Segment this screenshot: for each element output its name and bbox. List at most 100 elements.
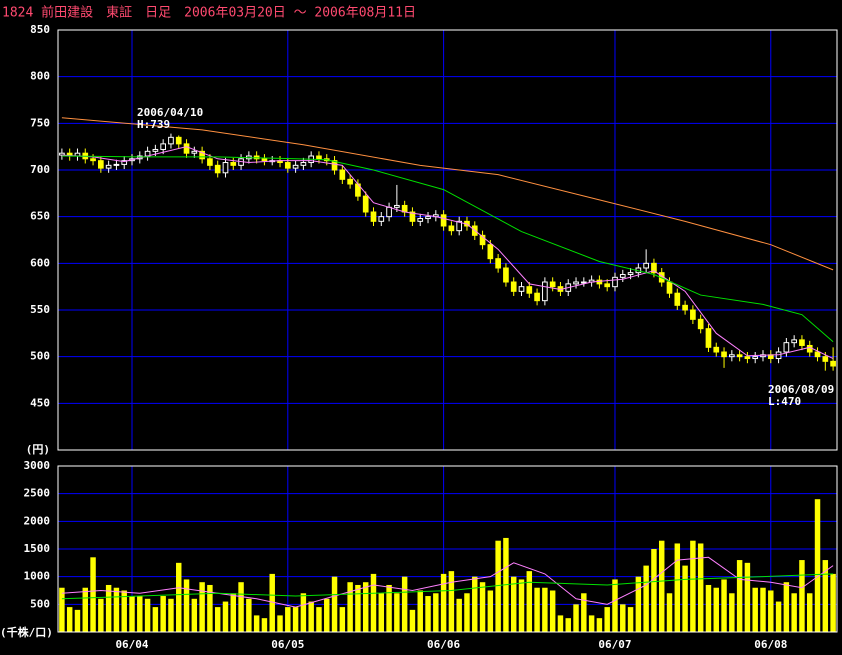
candle-body	[487, 244, 494, 260]
volume-bar	[456, 598, 462, 632]
candle-body	[651, 262, 657, 274]
volume-bar	[510, 576, 517, 632]
candle-body	[417, 218, 424, 222]
price-frame	[57, 29, 838, 451]
candle-body	[300, 162, 307, 166]
volume-bar	[82, 587, 88, 632]
volume-bar	[433, 593, 439, 632]
volume-bar	[308, 601, 314, 632]
candle-body	[284, 162, 291, 169]
volume-bar	[744, 562, 751, 632]
volume-bar	[394, 593, 400, 632]
volume-bar	[261, 618, 268, 632]
moving-average-line	[61, 556, 834, 608]
volume-bar	[253, 615, 260, 632]
candle-body	[59, 152, 65, 156]
candle-body	[627, 272, 634, 276]
marks-layer	[59, 117, 836, 632]
volume-bar	[705, 584, 712, 632]
volume-bar	[635, 576, 642, 632]
volume-bar	[183, 579, 190, 632]
volume-bar	[822, 560, 829, 632]
volume-bar	[721, 579, 727, 632]
y-tick-label: 450	[30, 396, 50, 409]
candle-body	[518, 286, 525, 292]
candle-body	[409, 211, 416, 222]
volume-bar	[713, 587, 719, 632]
volume-bar	[565, 618, 571, 632]
candle-body	[713, 346, 720, 353]
candle-body	[830, 360, 836, 367]
volume-bar	[581, 593, 587, 632]
volume-bar	[292, 607, 299, 632]
candle-body	[175, 136, 182, 145]
volume-bar	[588, 615, 595, 632]
candle-body	[721, 351, 727, 358]
volume-bar	[448, 571, 455, 632]
y-tick-label: 500	[30, 597, 50, 610]
volume-bar	[658, 540, 665, 632]
y-tick-label: 2000	[24, 514, 51, 527]
volume-bar	[557, 615, 564, 632]
candle-body	[168, 136, 174, 145]
volume-bar	[59, 587, 65, 632]
volume-bar	[370, 573, 377, 632]
volume-bar	[464, 593, 470, 632]
y-tick-label: 550	[30, 303, 50, 316]
annotation: 2006/04/10	[137, 106, 203, 119]
volume-bar	[697, 543, 704, 632]
candle-body	[292, 164, 299, 169]
volume-bar	[269, 573, 275, 632]
volume-bar	[113, 587, 120, 632]
volume-bar	[768, 590, 774, 632]
candle-body	[503, 267, 509, 283]
volume-bar	[199, 582, 205, 632]
volume-bar	[487, 590, 494, 632]
candle-body	[534, 292, 540, 302]
volume-bar	[98, 598, 104, 632]
volume-bar	[417, 590, 423, 632]
volume-bar	[682, 565, 688, 632]
candle-body	[580, 281, 587, 284]
candle-body	[183, 143, 190, 154]
volume-bar	[378, 593, 385, 632]
candle-body	[495, 258, 501, 269]
candle-body	[510, 281, 517, 292]
volume-bar	[440, 573, 447, 632]
volume-bar	[596, 618, 603, 632]
chart-title: 1824 前田建設 東証 日足 2006年03月20日 〜 2006年08月11…	[2, 5, 416, 21]
y-tick-label: 600	[30, 256, 50, 269]
candle-body	[378, 216, 385, 222]
candle-body	[316, 155, 322, 160]
volume-bar	[300, 593, 307, 632]
candle-body	[113, 163, 120, 166]
candle-body	[199, 150, 205, 160]
volume-bar	[168, 598, 174, 632]
candle-body	[736, 354, 743, 358]
y-tick-label: 850	[30, 23, 50, 36]
candle-body	[612, 276, 618, 288]
volume-frame	[57, 465, 838, 633]
candle-body	[339, 169, 346, 180]
x-tick-label: 06/08	[754, 638, 787, 651]
candle-body	[331, 160, 338, 171]
annotation: H:739	[137, 118, 170, 131]
x-tick-label: 06/04	[115, 638, 148, 651]
volume-bar	[285, 607, 291, 632]
candle-body	[728, 354, 735, 358]
volume-bar	[674, 543, 681, 632]
volume-bar	[277, 615, 283, 632]
volume-bar	[760, 587, 766, 632]
volume-bar	[246, 598, 252, 632]
volume-bar	[191, 598, 198, 632]
volume-bar	[783, 582, 790, 632]
candle-body	[347, 178, 353, 185]
volume-bar	[74, 609, 81, 632]
volume-bar	[137, 596, 143, 632]
volume-bar	[472, 576, 478, 632]
volume-bar	[355, 584, 361, 632]
volume-bar	[791, 593, 797, 632]
candle-body	[619, 274, 626, 278]
